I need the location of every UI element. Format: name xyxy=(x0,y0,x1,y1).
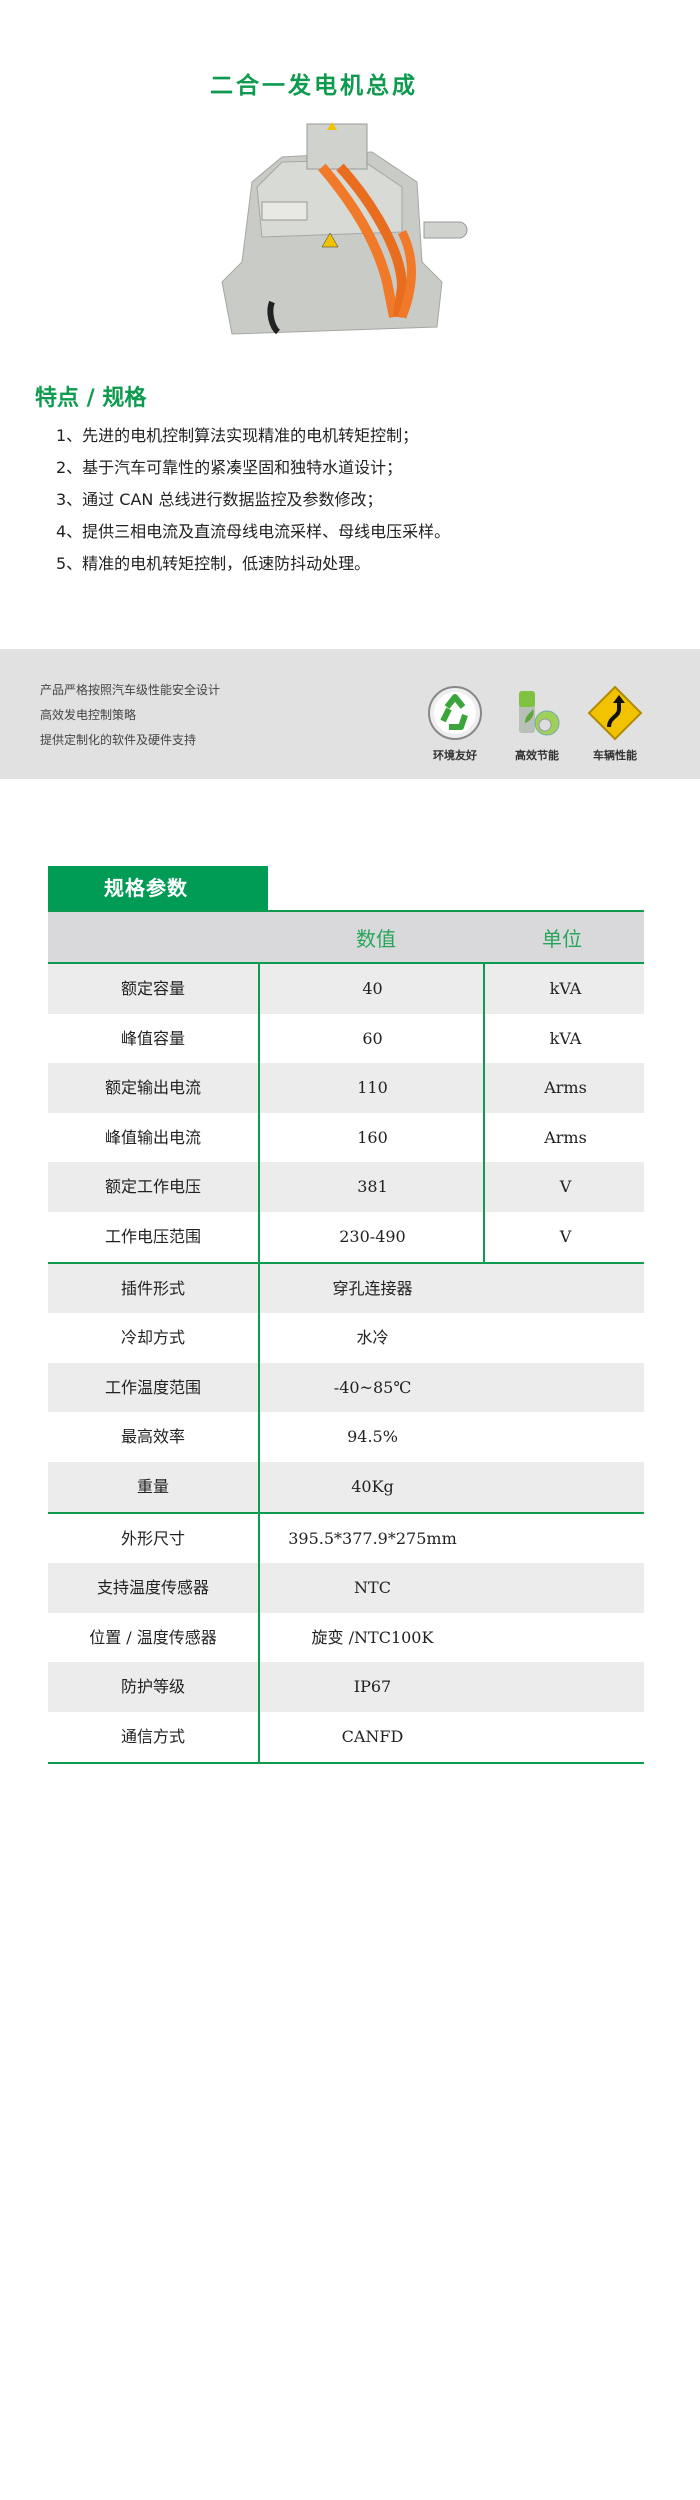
table-row: 峰值输出电流 160 Arms xyxy=(48,1112,646,1163)
highlight-text: 提供定制化的软件及硬件支持 xyxy=(40,733,197,747)
spec-name: 峰值输出电流 xyxy=(104,1127,201,1147)
feature-item: 1、先进的电机控制算法实现精准的电机转矩控制； xyxy=(56,426,419,445)
badge-performance: 车辆性能 xyxy=(585,685,645,763)
spec-unit: V xyxy=(483,1211,646,1262)
spec-value: 381 xyxy=(258,1162,485,1212)
spec-value: 40 xyxy=(258,964,485,1014)
table-row: 支持温度传感器 NTC xyxy=(48,1563,644,1613)
spec-value: IP67 xyxy=(258,1662,485,1712)
spec-unit: V xyxy=(483,1162,646,1212)
table-row: 通信方式 CANFD xyxy=(48,1711,644,1762)
badge-label: 环境友好 xyxy=(433,749,477,762)
table-row: 外形尺寸 395.5*377.9*275mm xyxy=(48,1513,644,1564)
table-row: 位置 / 温度传感器 旋变 /NTC100K xyxy=(48,1612,644,1663)
spec-name: 额定工作电压 xyxy=(104,1177,201,1197)
table-row: 工作电压范围 230-490 V xyxy=(48,1211,646,1262)
specs-group-general: 插件形式 穿孔连接器 冷却方式 水冷 工作温度范围 -40~85℃ 最高效率 94.5… xyxy=(48,1263,644,1512)
badge-eco: 环境友好 xyxy=(425,685,485,763)
spec-value: 旋变 /NTC100K xyxy=(258,1612,485,1663)
badge-label: 高效节能 xyxy=(515,749,559,762)
specs-table: 数值 单位 额定容量 40 kVA 峰值容量 60 kVA 额定输出电流 110 Arms… xyxy=(48,910,644,1764)
spec-name: 支持温度传感器 xyxy=(96,1578,209,1598)
spec-value: 40Kg xyxy=(258,1461,485,1512)
spec-value: 水冷 xyxy=(258,1313,485,1363)
table-row: 防护等级 IP67 xyxy=(48,1662,644,1712)
specs-tab-title: 规格参数 xyxy=(48,866,268,910)
spec-value: -40~85℃ xyxy=(258,1362,485,1413)
badge-label: 车辆性能 xyxy=(593,749,637,762)
feature-item: 2、基于汽车可靠性的紧凑坚固和独特水道设计； xyxy=(56,458,403,477)
table-row: 工作温度范围 -40~85℃ xyxy=(48,1362,644,1413)
highlight-text: 高效发电控制策略 xyxy=(40,708,137,722)
spec-value: 60 xyxy=(258,1013,485,1064)
spec-unit: Arms xyxy=(483,1063,646,1113)
spec-name: 防护等级 xyxy=(120,1677,185,1697)
winding-road-sign-icon xyxy=(587,685,643,741)
spec-value: CANFD xyxy=(258,1711,485,1762)
spec-name: 最高效率 xyxy=(120,1427,185,1447)
table-row: 插件形式 穿孔连接器 xyxy=(48,1263,644,1314)
feature-item: 4、提供三相电流及直流母线电流采样、母线电压采样。 xyxy=(56,522,451,541)
header-value: 数值 xyxy=(356,927,396,951)
spec-name: 外形尺寸 xyxy=(120,1528,185,1548)
spec-value: 160 xyxy=(258,1112,485,1163)
specs-group-electrical: 额定容量 40 kVA 峰值容量 60 kVA 额定输出电流 110 Arms 峰值输出电流… xyxy=(48,964,644,1262)
features-title: 特点 / 规格 xyxy=(35,386,147,411)
spec-name: 工作温度范围 xyxy=(104,1377,201,1397)
motor-assembly-photo xyxy=(221,122,468,335)
spec-name: 重量 xyxy=(136,1476,169,1496)
table-row: 最高效率 94.5% xyxy=(48,1412,644,1462)
spec-unit: kVA xyxy=(483,1013,646,1064)
battery-leaf-icon xyxy=(519,691,560,736)
highlight-text: 产品严格按照汽车级性能安全设计 xyxy=(40,683,221,697)
spec-name: 位置 / 温度传感器 xyxy=(89,1627,217,1647)
table-header: 数值 单位 xyxy=(48,910,644,964)
table-row: 额定工作电压 381 V xyxy=(48,1162,644,1212)
spec-value: 穿孔连接器 xyxy=(258,1263,485,1314)
spec-name: 额定输出电流 xyxy=(104,1078,201,1098)
spec-value: 110 xyxy=(258,1063,485,1113)
spec-value: 230-490 xyxy=(258,1211,485,1262)
specs-group-physical: 外形尺寸 395.5*377.9*275mm 支持温度传感器 NTC 位置 / 温度… xyxy=(48,1513,644,1762)
table-row: 额定容量 40 kVA xyxy=(48,964,644,1014)
header-unit: 单位 xyxy=(542,927,582,951)
recycle-icon xyxy=(428,686,482,740)
feature-item: 5、精准的电机转矩控制，低速防抖动处理。 xyxy=(56,554,371,573)
spec-unit: kVA xyxy=(483,964,646,1014)
spec-name: 冷却方式 xyxy=(120,1328,185,1348)
highlights-band: 产品严格按照汽车级性能安全设计 高效发电控制策略 提供定制化的软件及硬件支持 环… xyxy=(0,649,700,779)
page-title: 二合一发电机总成 xyxy=(210,73,418,99)
feature-item: 3、通过 CAN 总线进行数据监控及参数修改； xyxy=(56,490,383,509)
table-row: 重量 40Kg xyxy=(48,1461,644,1512)
spec-name: 工作电压范围 xyxy=(104,1226,201,1246)
features-list: 1、先进的电机控制算法实现精准的电机转矩控制； 2、基于汽车可靠性的紧凑坚固和独… xyxy=(56,420,450,580)
spec-name: 插件形式 xyxy=(120,1278,185,1298)
spec-name: 通信方式 xyxy=(120,1726,185,1746)
spec-value: NTC xyxy=(258,1563,485,1613)
table-row: 冷却方式 水冷 xyxy=(48,1313,644,1363)
spec-name: 峰值容量 xyxy=(120,1028,185,1048)
table-row: 额定输出电流 110 Arms xyxy=(48,1063,644,1113)
badge-energy: 高效节能 xyxy=(507,685,567,763)
spec-unit: Arms xyxy=(483,1112,646,1163)
table-row: 峰值容量 60 kVA xyxy=(48,1013,646,1064)
spec-value: 94.5% xyxy=(258,1412,485,1462)
spec-name: 额定容量 xyxy=(120,979,185,998)
spec-value: 395.5*377.9*275mm xyxy=(258,1513,485,1564)
